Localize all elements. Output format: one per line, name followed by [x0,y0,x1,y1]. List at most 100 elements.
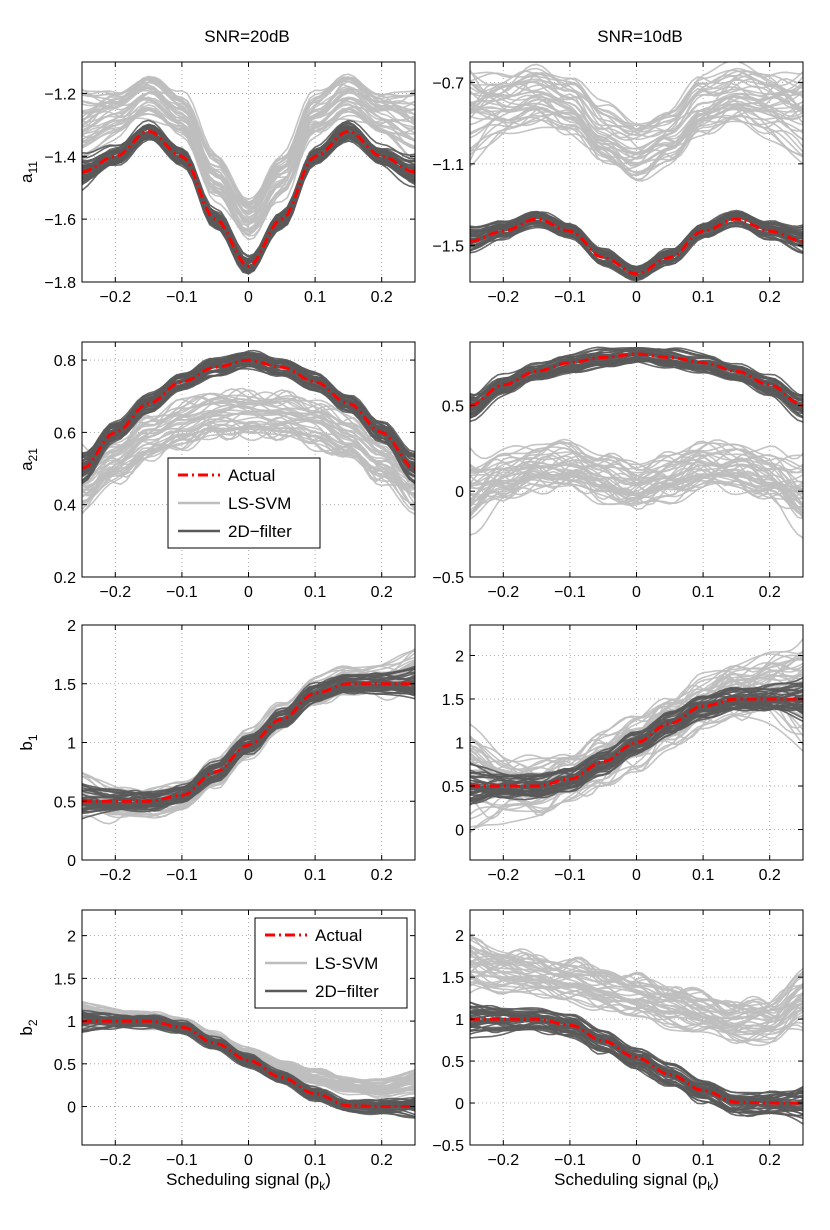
series-filter-line [82,363,415,483]
y-axis-label-main: a [17,461,36,471]
x-tick-label: −0.1 [554,289,586,306]
series-lssvm-line [82,76,415,201]
legend-label-actual: Actual [228,466,275,485]
x-tick-label: 0.1 [692,584,714,601]
y-tick-label: 0 [67,853,76,870]
y-tick-label: 0.2 [54,570,76,587]
y-axis-label-sub: 2 [26,1019,40,1026]
series-filter-line [470,210,803,268]
series-lssvm-line [470,980,803,1035]
series-lssvm-line [470,653,803,775]
series-lssvm-line [470,956,803,1023]
series-lssvm-line [82,412,415,510]
series-lssvm-line [470,463,803,487]
series-filter-line [82,688,415,814]
series-lssvm-line [82,392,415,479]
series-lssvm-line [470,119,803,174]
series-lssvm-line [470,463,803,518]
panel-a11-10: −0.2 −0.1 0 0.1 0.2 −1.5 −1.1 −0.7 [432,61,804,306]
plot-area [82,349,415,515]
series-lssvm-line [470,950,803,1021]
series-filter-line [470,1009,803,1107]
x-tick-label: 0 [244,1152,253,1169]
series-filter-line [82,137,415,275]
x-tick-label: 0 [244,867,253,884]
y-axis-label-main: a [17,173,36,183]
y-tick-label: −0.7 [432,75,464,92]
y-tick-label: 1.5 [54,971,76,988]
x-tick-label: 0.1 [304,1152,326,1169]
series-lssvm-line [470,93,803,150]
series-lssvm-line [82,78,415,209]
y-axis-label-main: b [17,1026,36,1035]
series-lssvm-line [470,650,803,771]
legend: Actual LS-SVM 2D−filter [167,457,321,549]
series-filter-line [470,699,803,803]
series-lssvm-line [470,935,803,1012]
x-axis-label-main: Scheduling signal (p [166,1170,319,1189]
series-filter-line [470,695,803,791]
series-actual-line [82,682,415,803]
legend-label-filter: 2D−filter [228,522,292,541]
x-tick-label: 0.1 [304,867,326,884]
y-axis-label: a11 [17,161,40,183]
x-tick-label: 0.2 [759,1152,781,1169]
y-axis-label-sub: 11 [26,161,40,174]
series-lssvm-line [470,951,803,1028]
series-lssvm-line [82,389,415,478]
series-filter-line [82,349,415,459]
plot-area [470,346,803,539]
y-tick-label: 2 [455,928,464,945]
x-tick-label: 0.2 [371,867,393,884]
series-lssvm-line [82,405,415,474]
series-lssvm-line [470,72,803,139]
legend-label-lssvm: LS-SVM [315,954,378,973]
series-lssvm-line [82,96,415,223]
y-tick-label: 0 [455,1096,464,1113]
y-tick-label: 0.5 [442,398,464,415]
series-filter-line [470,352,803,417]
series-lssvm-line [470,937,803,1018]
series-lssvm-line [82,84,415,213]
series-lssvm-line [470,447,803,484]
y-tick-label: −1.6 [44,212,76,229]
x-tick-label: 0.2 [759,584,781,601]
series-lssvm-line [82,87,415,215]
series-filter-line [470,694,803,797]
series-lssvm-line [470,84,803,141]
y-tick-label: 1 [455,736,464,753]
series-actual-line [82,129,415,269]
y-axis-label-sub: 21 [26,448,40,462]
series-lssvm-line [82,426,415,487]
series-lssvm-line [82,97,415,230]
series-lssvm-line [470,470,803,511]
x-tick-label: −0.2 [100,289,132,306]
y-tick-label: 0 [67,1100,76,1117]
plot-area [82,73,415,275]
series-lssvm-line [470,442,803,496]
series-lssvm-line [470,62,803,127]
x-axis-label-end: ) [325,1170,331,1189]
x-tick-label: −0.1 [166,1152,198,1169]
series-lssvm-line [82,77,415,205]
y-tick-label: 0 [455,823,464,840]
series-actual-line [470,697,803,788]
x-tick-label: 0.1 [692,867,714,884]
y-tick-label: 2 [455,648,464,665]
x-tick-label: −0.1 [166,289,198,306]
x-tick-label: −0.1 [554,867,586,884]
x-tick-label: 0 [632,584,641,601]
x-tick-label: −0.2 [100,1152,132,1169]
x-axis-label-main: Scheduling signal (p [554,1170,707,1189]
series-filter-line [82,354,415,459]
y-tick-label: −1.4 [44,149,76,166]
series-lssvm-line [82,91,415,220]
series-lssvm-line [82,402,415,484]
y-tick-label: −0.5 [432,1138,464,1155]
series-filter-line [82,679,415,806]
series-filter-line [82,1025,415,1118]
y-tick-label: 1 [67,736,76,753]
series-filter-line [82,1020,415,1116]
series-actual-line [470,1017,803,1105]
y-tick-label: 0.5 [54,1057,76,1074]
